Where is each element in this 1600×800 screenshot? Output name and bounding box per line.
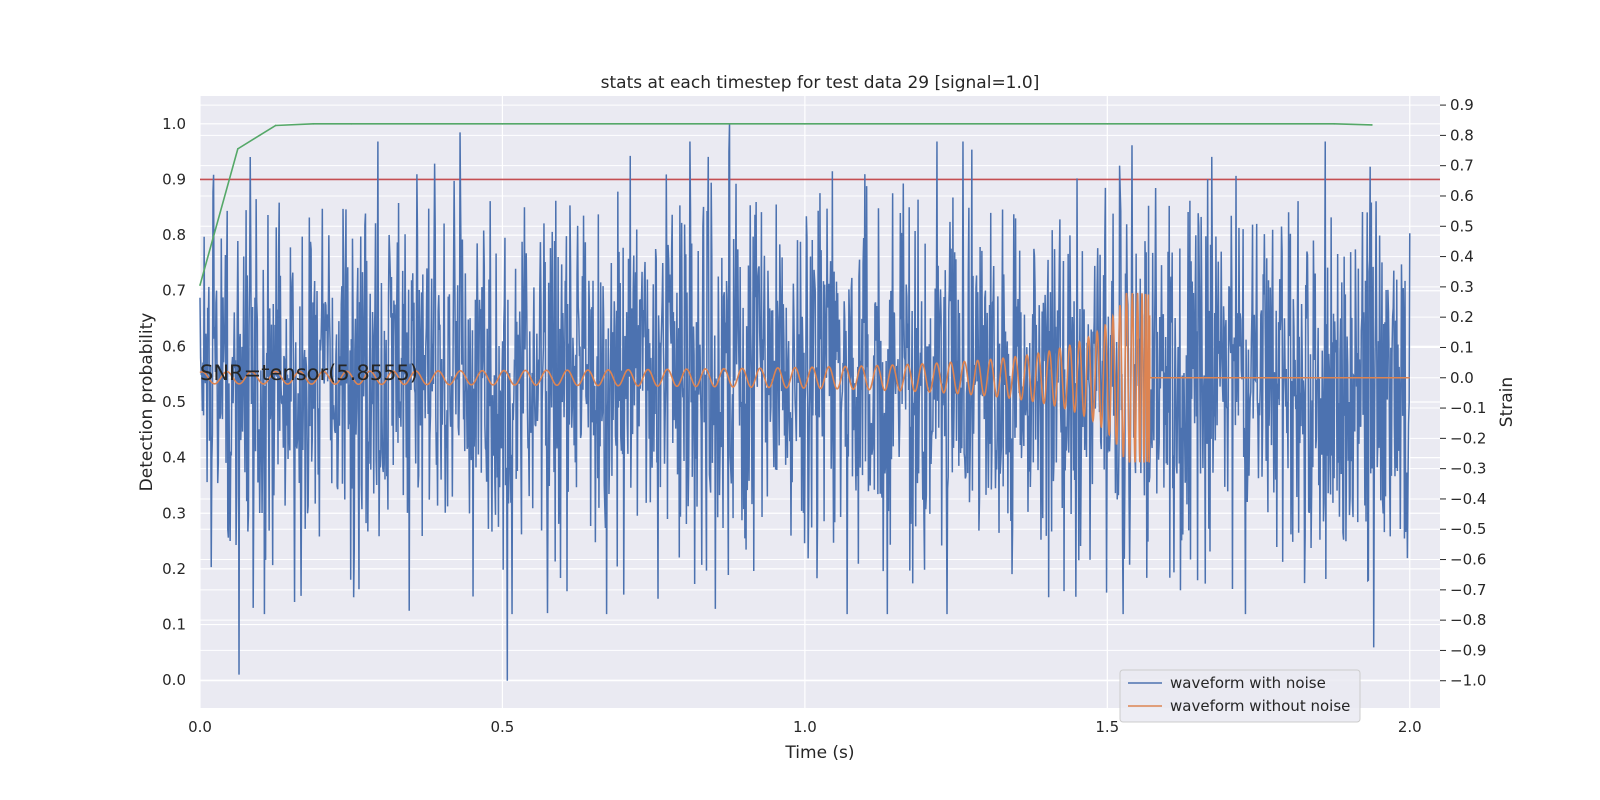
x-tick-label: 2.0	[1398, 718, 1422, 736]
x-tick-label: 0.0	[188, 718, 212, 736]
y-right-tick-label: 0.2	[1450, 308, 1474, 326]
series-waveform-without-noise	[199, 292, 1410, 463]
y-right-tick-label: 0.9	[1450, 96, 1474, 114]
y-right-tick-label: 0.4	[1450, 248, 1474, 266]
y-right-tick-label: −0.2	[1450, 429, 1486, 447]
y-left-tick-label: 0.6	[162, 337, 186, 355]
y-right-tick-label: 0.8	[1450, 126, 1474, 144]
x-tick-label: 1.5	[1095, 718, 1119, 736]
y-left-tick-label: 0.7	[162, 282, 186, 300]
y-right-tick-label: −0.6	[1450, 551, 1486, 569]
detection-probability-point	[350, 123, 353, 125]
y-left-tick-label: 1.0	[162, 115, 186, 133]
detection-probability-point	[274, 124, 277, 127]
y-axis-label-right: Strain	[1497, 377, 1517, 427]
chart-title: stats at each timestep for test data 29 …	[601, 73, 1040, 93]
y-right-tick-label: 0.6	[1450, 187, 1474, 205]
y-right-tick-label: 0.3	[1450, 278, 1474, 296]
y-axis-label-left: Detection probability	[137, 313, 157, 492]
y-right-tick-label: −0.1	[1450, 399, 1486, 417]
y-right-tick-label: 0.0	[1450, 369, 1474, 387]
y-left-tick-label: 0.2	[162, 560, 186, 578]
y-right-tick-label: −0.7	[1450, 581, 1486, 599]
y-right-tick-label: 0.1	[1450, 338, 1474, 356]
clean-waveform-layer	[199, 292, 1410, 463]
y-left-tick-label: 0.5	[162, 393, 186, 411]
ticks: 0.0 0.5 1.0 1.5 2.0 0.0 0.1 0.2 0.3 0.4 0.5 0.6 0.7 0…	[162, 96, 1486, 736]
y-right-tick-label: −1.0	[1450, 672, 1486, 690]
y-right-tick-label: 0.5	[1450, 217, 1474, 235]
x-tick-label: 1.0	[793, 718, 817, 736]
y-left-tick-label: 0.3	[162, 504, 186, 522]
noisy-waveform-layer	[199, 123, 1411, 681]
detection-probability-layer	[199, 123, 1373, 286]
legend-label-noisy: waveform with noise	[1170, 674, 1326, 692]
legend: waveform with noise waveform without noi…	[1119, 669, 1361, 723]
y-left-tick-label: 0.4	[162, 449, 186, 467]
y-right-tick-label: −0.9	[1450, 641, 1486, 659]
snr-annotation: SNR=tensor(5.8555)	[200, 361, 418, 385]
y-left-tick-label: 0.8	[162, 226, 186, 244]
detection-probability-point	[312, 123, 315, 125]
legend-box	[1119, 669, 1361, 723]
detection-probability-point	[1106, 123, 1109, 125]
legend-label-clean: waveform without noise	[1170, 697, 1350, 715]
y-left-tick-label: 0.1	[162, 616, 186, 634]
detection-probability-point	[1333, 123, 1335, 125]
series-detection-probability	[199, 123, 1372, 286]
y-right-tick-label: 0.7	[1450, 157, 1474, 175]
x-tick-label: 0.5	[491, 718, 515, 736]
detection-probability-point	[237, 148, 239, 150]
y-left-tick-label: 0.9	[162, 170, 186, 188]
detection-probability-point	[804, 123, 806, 125]
y-right-tick-label: −0.8	[1450, 611, 1486, 629]
series-waveform-with-noise	[199, 123, 1411, 681]
y-right-tick-label: −0.5	[1450, 520, 1486, 538]
x-axis-label: Time (s)	[784, 743, 854, 763]
y-left-tick-label: 0.0	[162, 671, 186, 689]
y-right-tick-label: −0.3	[1450, 460, 1486, 478]
detection-probability-point	[1371, 124, 1373, 126]
detection-probability-point	[199, 284, 201, 286]
y-right-tick-label: −0.4	[1450, 490, 1486, 508]
detection-probability-point	[501, 123, 504, 125]
